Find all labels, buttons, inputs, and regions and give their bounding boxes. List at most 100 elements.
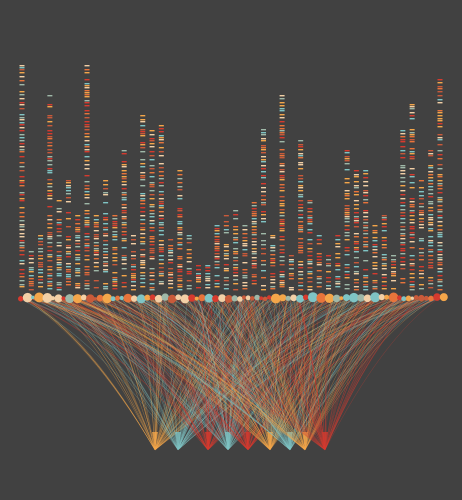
node-dot <box>180 294 190 304</box>
link <box>140 297 179 451</box>
funnel-tip <box>175 432 181 450</box>
stripe <box>223 246 229 248</box>
stripe <box>84 83 90 85</box>
stripe <box>251 241 257 243</box>
link <box>145 297 306 451</box>
stripe <box>121 216 127 218</box>
link <box>154 297 352 451</box>
stripe <box>149 172 155 174</box>
link <box>73 297 306 451</box>
link <box>93 297 306 451</box>
node-dot <box>50 296 55 301</box>
node-dot <box>349 292 359 303</box>
stripe <box>112 260 118 262</box>
stripe <box>223 225 229 227</box>
stripe <box>140 254 146 256</box>
stripe <box>242 285 248 287</box>
stripe <box>307 208 313 210</box>
stripe <box>214 264 220 266</box>
stripe <box>19 200 25 202</box>
stripe <box>307 251 313 253</box>
link <box>95 297 271 451</box>
link <box>177 297 323 451</box>
stripe <box>149 216 155 218</box>
link <box>213 297 271 451</box>
stripe <box>205 278 211 280</box>
link <box>127 297 249 451</box>
stripe <box>316 276 322 278</box>
stripe <box>353 233 359 235</box>
stripe <box>84 94 90 96</box>
link <box>197 297 229 451</box>
stripe <box>140 233 146 235</box>
stripe <box>158 131 164 133</box>
link <box>154 297 249 451</box>
link <box>221 297 229 451</box>
stripe <box>103 244 109 246</box>
stripe <box>316 235 322 237</box>
link <box>137 297 291 451</box>
stripe <box>214 256 220 258</box>
stripe <box>103 261 109 263</box>
stripe <box>47 236 53 238</box>
stripe <box>19 146 25 148</box>
link <box>177 297 234 451</box>
stripe <box>437 183 443 185</box>
stripe <box>195 281 201 283</box>
stripe <box>437 285 443 287</box>
stripe <box>251 226 257 228</box>
link <box>136 297 291 451</box>
stripe <box>270 273 276 275</box>
stripe <box>112 223 118 225</box>
stripe <box>279 236 285 238</box>
stripe <box>149 227 155 229</box>
stripe <box>279 179 285 181</box>
stripe <box>270 288 276 290</box>
link <box>128 297 326 451</box>
stripe <box>130 277 136 279</box>
stripe <box>409 206 415 208</box>
stripe <box>19 80 25 82</box>
stripe <box>149 256 155 258</box>
stripe <box>130 255 136 257</box>
stripe <box>84 194 90 196</box>
link <box>85 297 209 451</box>
stripe <box>121 176 127 178</box>
stripe <box>261 187 267 189</box>
stripe <box>177 189 183 191</box>
stripe <box>261 270 267 272</box>
stripe <box>47 152 53 154</box>
link <box>154 297 159 451</box>
link <box>154 297 273 451</box>
link <box>324 297 372 451</box>
stripe <box>56 235 62 237</box>
stripe <box>261 233 267 235</box>
stripe <box>400 167 406 169</box>
stripe <box>344 152 350 154</box>
stripe <box>177 214 183 216</box>
link <box>247 297 405 451</box>
stripe <box>19 134 25 136</box>
node-dot <box>413 295 419 300</box>
link <box>154 297 338 451</box>
stripe <box>214 233 220 235</box>
link <box>289 297 359 451</box>
stripe <box>205 284 211 286</box>
stripe <box>279 149 285 151</box>
stripe <box>279 187 285 189</box>
stripe <box>168 250 174 252</box>
stripe <box>177 216 183 218</box>
stripe <box>344 160 350 162</box>
stripe <box>307 219 313 221</box>
stripe <box>19 242 25 244</box>
link <box>249 297 271 451</box>
stripe <box>140 262 146 264</box>
stripe <box>177 208 183 210</box>
link <box>154 297 202 451</box>
stripe <box>93 266 99 268</box>
stripe <box>335 257 341 259</box>
link <box>324 297 422 451</box>
stripe <box>121 231 127 233</box>
stripe <box>400 268 406 270</box>
